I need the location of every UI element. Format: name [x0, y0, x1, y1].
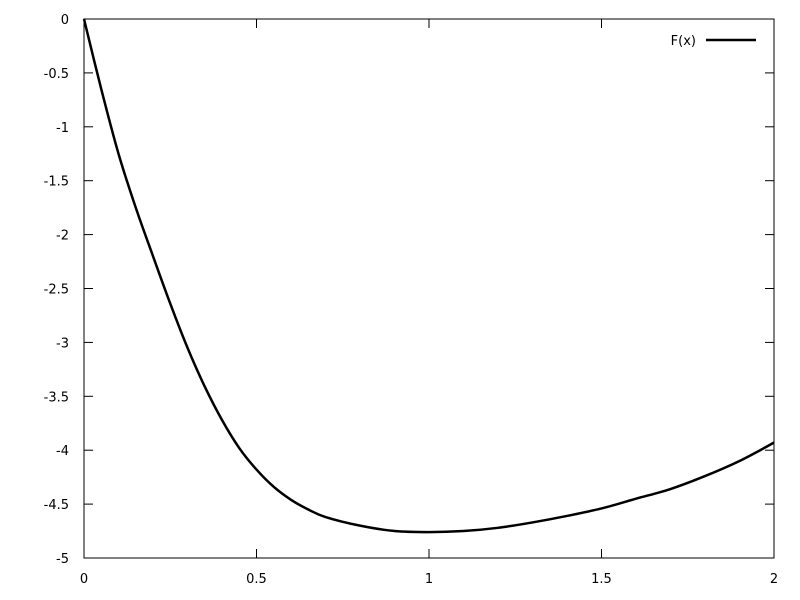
plot-frame: [83, 18, 775, 559]
x-tick-label: 1: [425, 572, 433, 587]
y-tick-label: -4: [56, 444, 69, 459]
x-tick-label: 0: [80, 572, 88, 587]
y-tick-label: -4.5: [44, 498, 69, 513]
ticks: [83, 18, 775, 559]
y-tick-label: -1: [56, 121, 69, 136]
series-line-F(x): [82, 18, 775, 534]
legend-label: F(x): [671, 34, 696, 49]
legend: F(x): [671, 34, 756, 49]
x-tick-label: 1.5: [591, 572, 612, 587]
y-tick-label: -2.5: [44, 283, 69, 298]
y-tick-label: -0.5: [44, 67, 69, 82]
tick-labels: 0 0.5 1 1.5 2 0 -0.5 -1 -1.5 -2 -2.5 -3 -3.5 -4 -4.5 -5: [44, 13, 779, 587]
y-tick-label: 0: [61, 13, 69, 28]
x-tick-label: 2: [770, 572, 778, 587]
y-tick-label: -3: [56, 336, 69, 351]
x-tick-label: 0.5: [246, 572, 267, 587]
y-tick-label: -2: [56, 229, 69, 244]
y-tick-label: -3.5: [44, 390, 69, 405]
y-tick-label: -1.5: [44, 175, 69, 190]
y-tick-label: -5: [56, 552, 69, 567]
